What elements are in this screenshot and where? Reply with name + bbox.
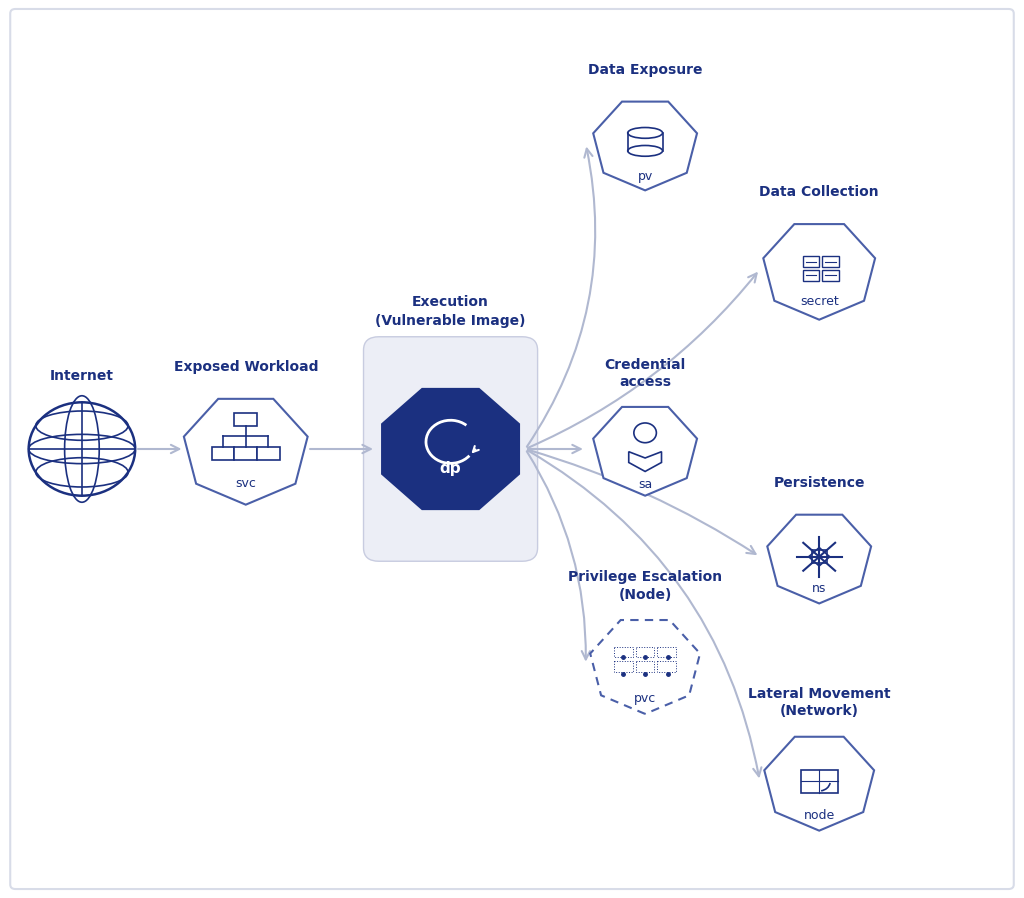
Bar xyxy=(657,661,676,672)
Text: Data Collection: Data Collection xyxy=(760,185,879,199)
Polygon shape xyxy=(184,399,307,505)
Circle shape xyxy=(29,402,135,496)
Text: Internet: Internet xyxy=(50,368,114,383)
Bar xyxy=(803,270,819,281)
Bar xyxy=(212,447,234,460)
Polygon shape xyxy=(593,101,697,190)
Bar xyxy=(614,661,633,672)
Bar xyxy=(257,447,280,460)
Text: Credential
access: Credential access xyxy=(604,357,686,389)
Polygon shape xyxy=(590,620,700,714)
Text: Execution
(Vulnerable Image): Execution (Vulnerable Image) xyxy=(376,295,525,328)
Text: Persistence: Persistence xyxy=(773,476,865,490)
Bar xyxy=(822,270,839,281)
Bar xyxy=(234,413,257,426)
Text: Lateral Movement
(Network): Lateral Movement (Network) xyxy=(748,687,891,718)
Text: Exposed Workload: Exposed Workload xyxy=(173,359,318,374)
Text: node: node xyxy=(804,809,835,822)
Polygon shape xyxy=(629,452,662,471)
Polygon shape xyxy=(764,736,874,831)
Bar xyxy=(636,661,654,672)
Bar xyxy=(657,647,676,657)
Bar xyxy=(234,447,257,460)
Polygon shape xyxy=(763,224,876,320)
Polygon shape xyxy=(767,515,871,603)
Polygon shape xyxy=(382,389,519,509)
Text: sa: sa xyxy=(638,479,652,491)
Text: Data Exposure: Data Exposure xyxy=(588,63,702,77)
Text: svc: svc xyxy=(236,477,256,489)
Bar xyxy=(636,647,654,657)
Text: ns: ns xyxy=(812,582,826,594)
Text: Privilege Escalation
(Node): Privilege Escalation (Node) xyxy=(568,570,722,602)
Text: dp: dp xyxy=(439,462,462,476)
Text: pvc: pvc xyxy=(634,692,656,705)
Bar xyxy=(614,647,633,657)
Bar xyxy=(822,257,839,268)
Circle shape xyxy=(634,423,656,443)
Text: secret: secret xyxy=(800,295,839,308)
Bar xyxy=(803,257,819,268)
Polygon shape xyxy=(593,407,697,496)
Bar xyxy=(801,770,838,793)
Ellipse shape xyxy=(628,128,663,138)
Bar xyxy=(628,133,663,151)
Ellipse shape xyxy=(628,145,663,156)
Text: pv: pv xyxy=(638,170,652,182)
FancyBboxPatch shape xyxy=(364,337,538,561)
